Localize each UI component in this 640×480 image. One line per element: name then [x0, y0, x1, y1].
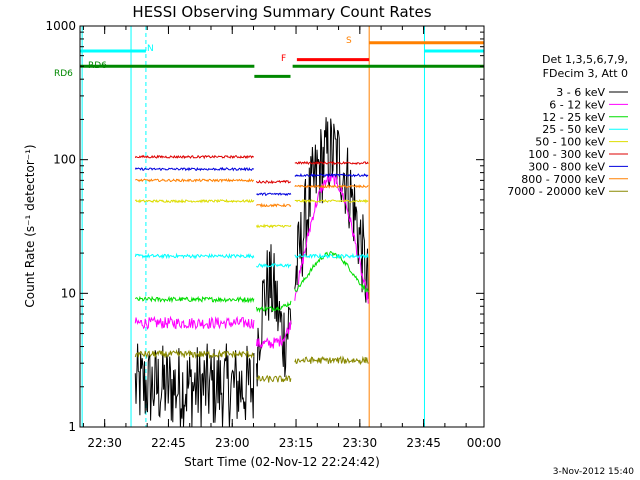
series-line-2-seg-1 — [256, 300, 292, 313]
x-axis-label: Start Time (02-Nov-12 22:24:42) — [184, 455, 380, 469]
series-line-6-seg-0 — [134, 166, 255, 172]
y-tick-label-3: 1000 — [45, 19, 76, 33]
x-tick-label-3: 23:15 — [279, 436, 314, 450]
series-line-5-seg-2 — [294, 160, 369, 166]
legend-label-4: 50 - 100 keV — [535, 136, 605, 149]
series-line-7-seg-0 — [135, 177, 255, 183]
series-line-2-seg-0 — [134, 295, 255, 304]
legend-label-0: 3 - 6 keV — [556, 86, 605, 99]
series-line-8-seg-2 — [294, 355, 369, 366]
series-line-1-seg-0 — [134, 315, 255, 331]
series-line-7-seg-1 — [256, 202, 292, 208]
legend-label-6: 300 - 800 keV — [528, 160, 605, 173]
series-line-6-seg-1 — [256, 192, 292, 197]
flag-label-f: F — [281, 54, 286, 64]
series-line-4-seg-1 — [256, 223, 292, 229]
y-axis-label: Count Rate (s⁻¹ detector⁻¹) — [23, 144, 37, 307]
flag-label-rd6-top: RD6 — [88, 61, 107, 71]
flag-label-s: S — [346, 36, 352, 46]
legend-label-3: 25 - 50 keV — [542, 123, 605, 136]
series-line-3-seg-1 — [256, 262, 292, 269]
legend-label-2: 12 - 25 keV — [542, 111, 605, 124]
series-line-5-seg-1 — [256, 179, 292, 184]
x-tick-label-2: 23:00 — [215, 436, 250, 450]
series-line-1-seg-1 — [256, 320, 292, 349]
series-line-6-seg-2 — [294, 172, 369, 178]
series-line-3-seg-0 — [134, 252, 255, 260]
y-tick-label-1: 10 — [61, 286, 76, 300]
plot-area: RD6 RD6 N F S — [54, 26, 485, 428]
legend-header-line1: Det 1,3,5,6,7,9, — [542, 53, 628, 66]
plot-frame — [79, 25, 485, 428]
series-line-0-seg-0 — [134, 343, 255, 428]
x-tick-label-0: 22:30 — [87, 436, 122, 450]
y-tick-label-0: 1 — [68, 420, 76, 434]
flag-label-rd6-left: RD6 — [54, 69, 73, 79]
legend-label-7: 800 - 7000 keV — [521, 173, 605, 186]
y-tick-label-2: 100 — [53, 153, 76, 167]
series-line-3-seg-2 — [294, 252, 369, 260]
x-tick-label-6: 00:00 — [467, 436, 502, 450]
flag-label-n: N — [147, 44, 154, 54]
series-line-0-seg-2 — [294, 117, 369, 303]
series-line-7-seg-2 — [294, 183, 369, 190]
legend-label-8: 7000 - 20000 keV — [507, 185, 605, 198]
series-line-5-seg-0 — [134, 154, 254, 160]
chart-title: HESSI Observing Summary Count Rates — [132, 3, 431, 21]
footer-timestamp: 3-Nov-2012 15:40 — [553, 467, 635, 477]
x-tick-label-5: 23:45 — [406, 436, 441, 450]
legend: Det 1,3,5,6,7,9, FDecim 3, Att 0 3 - 6 k… — [507, 53, 628, 198]
x-tick-label-1: 22:45 — [151, 436, 186, 450]
series-line-0-seg-1 — [256, 244, 292, 387]
series-line-4-seg-0 — [134, 198, 255, 204]
legend-header-line2: FDecim 3, Att 0 — [543, 67, 628, 80]
series-line-8-seg-1 — [256, 374, 292, 383]
series-line-2-seg-2 — [294, 250, 369, 293]
series-line-8-seg-0 — [134, 349, 255, 360]
series-line-4-seg-2 — [294, 198, 369, 204]
legend-label-1: 6 - 12 keV — [549, 98, 605, 111]
legend-label-5: 100 - 300 keV — [528, 148, 605, 161]
axes: 1 10 100 1000 22:30 22:45 23:00 23:15 23:30 23:45… — [45, 19, 501, 450]
x-tick-label-4: 23:30 — [343, 436, 378, 450]
